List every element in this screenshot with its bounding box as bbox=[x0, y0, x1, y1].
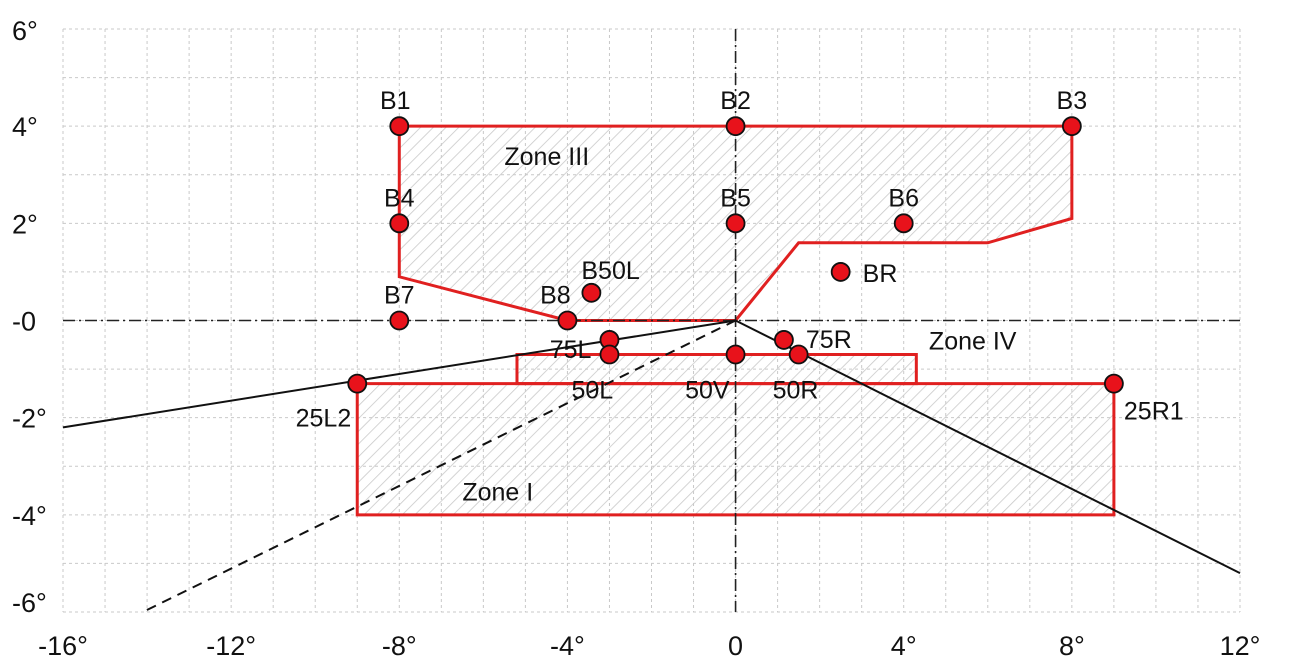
x-tick-label: 8° bbox=[1059, 631, 1085, 661]
cutoff-line bbox=[142, 319, 737, 613]
point-label: B1 bbox=[380, 87, 411, 115]
point-50r bbox=[788, 344, 809, 365]
point-label: 75L bbox=[550, 336, 592, 364]
point-br bbox=[830, 262, 851, 282]
cutoff-line bbox=[735, 319, 1241, 575]
point-b5 bbox=[725, 213, 746, 234]
point-label: B5 bbox=[720, 184, 751, 212]
point-b50l bbox=[581, 282, 602, 303]
zone-labels: Zone III Zone IV Zone I bbox=[462, 143, 1016, 506]
point-25l2 bbox=[347, 373, 368, 394]
point-b1 bbox=[389, 116, 410, 137]
points: B1 B2 B3 B4 B5 B6 B7 B8 B50L BR 75L 75R 50L 50V 50R 25L… bbox=[296, 87, 1184, 432]
point-label: B3 bbox=[1057, 87, 1088, 115]
y-tick-label: 2° bbox=[12, 209, 38, 239]
axes bbox=[63, 29, 1240, 612]
tick-labels: -16° -12° -8° -4° 0 4° 8° 12° 6° 4° 2° -0 -2° -4° -6° bbox=[12, 16, 1260, 661]
y-tick-label: 4° bbox=[12, 112, 38, 142]
point-25r1 bbox=[1103, 373, 1124, 394]
y-tick-label: -4° bbox=[12, 501, 47, 531]
zone-label: Zone I bbox=[462, 478, 533, 506]
point-label: BR bbox=[863, 260, 898, 288]
cutoff-line bbox=[62, 319, 736, 429]
point-label: 50L bbox=[571, 377, 613, 405]
point-label: 75R bbox=[806, 326, 852, 354]
point-label: B8 bbox=[540, 282, 571, 310]
point-label: 50R bbox=[773, 377, 819, 405]
point-75r bbox=[774, 330, 794, 350]
cutoff-lines bbox=[62, 319, 1241, 613]
point-label: B4 bbox=[384, 184, 415, 212]
y-tick-label: -2° bbox=[12, 404, 47, 434]
point-b3 bbox=[1061, 116, 1082, 137]
point-b2 bbox=[725, 116, 746, 137]
point-50v bbox=[725, 344, 746, 365]
point-label: 50V bbox=[685, 377, 730, 405]
point-b7 bbox=[389, 310, 410, 331]
point-label: B50L bbox=[581, 257, 639, 285]
point-b6 bbox=[893, 213, 914, 234]
x-tick-label: -12° bbox=[206, 631, 256, 661]
x-tick-label: -16° bbox=[38, 631, 88, 661]
zone-label: Zone III bbox=[504, 143, 589, 171]
y-tick-label: 6° bbox=[12, 16, 38, 46]
point-50l bbox=[599, 344, 620, 365]
point-label: B2 bbox=[720, 87, 751, 115]
x-tick-label: 0 bbox=[728, 631, 743, 661]
x-tick-label: -8° bbox=[382, 631, 417, 661]
y-tick-label: -6° bbox=[12, 588, 47, 618]
point-label: B6 bbox=[888, 184, 919, 212]
point-label: B7 bbox=[384, 282, 415, 310]
x-tick-label: 12° bbox=[1220, 631, 1261, 661]
point-b4 bbox=[389, 213, 410, 234]
point-label: 25R1 bbox=[1124, 398, 1184, 426]
point-b8 bbox=[557, 310, 578, 331]
y-tick-label: -0 bbox=[12, 307, 36, 337]
x-tick-label: 4° bbox=[891, 631, 917, 661]
zone-label: Zone IV bbox=[929, 328, 1017, 356]
point-label: 25L2 bbox=[296, 405, 352, 433]
x-tick-label: -4° bbox=[550, 631, 585, 661]
